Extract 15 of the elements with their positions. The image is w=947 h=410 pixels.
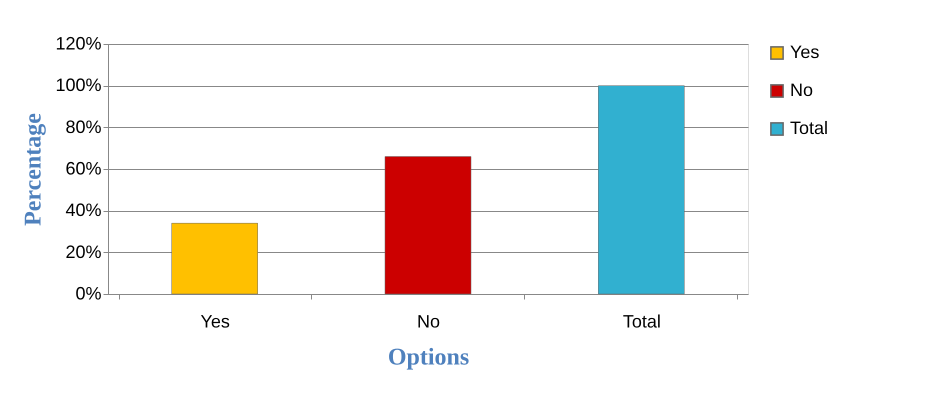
y-tick-label: 20% <box>65 242 102 262</box>
x-tick-label: No <box>416 312 440 332</box>
y-tick-label: 100% <box>55 75 102 96</box>
y-tick-label: 120% <box>55 34 102 54</box>
x-axis-title: Options <box>388 344 470 370</box>
y-tick-label: 40% <box>65 200 102 220</box>
legend-label: Total <box>790 118 828 138</box>
y-tick-label: 0% <box>75 284 102 304</box>
x-tick-label: Yes <box>200 312 230 332</box>
legend-label: Yes <box>790 42 820 62</box>
x-tick-label: Total <box>622 312 661 332</box>
legend-label: No <box>790 80 814 100</box>
y-tick-label: 80% <box>65 116 102 137</box>
y-tick-label: 60% <box>65 158 102 178</box>
y-axis-title: Percentage <box>20 112 46 226</box>
